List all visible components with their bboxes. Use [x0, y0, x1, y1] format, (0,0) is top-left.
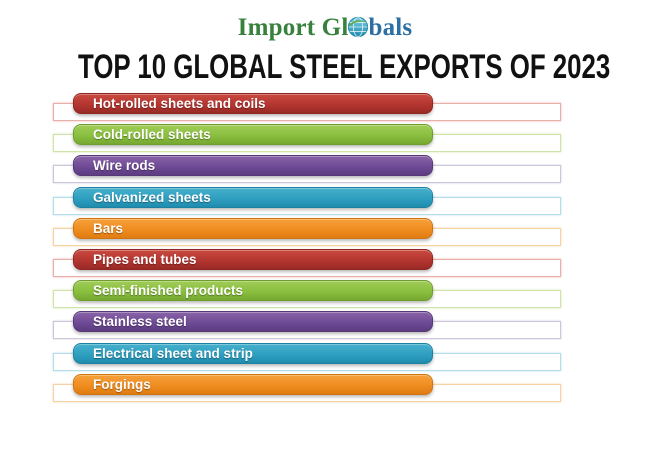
bar-row: Pipes and tubes: [0, 249, 650, 280]
bar-label: Semi-finished products: [93, 283, 244, 298]
bar-label: Forgings: [93, 377, 151, 392]
bar-row: Wire rods: [0, 155, 650, 186]
brand-logo: Import Gl bals: [0, 14, 650, 42]
bar-row: Galvanized sheets: [0, 187, 650, 218]
globe-icon: [348, 16, 369, 38]
bar: Pipes and tubes: [73, 249, 433, 270]
bar: Electrical sheet and strip: [73, 343, 433, 364]
bar: Hot-rolled sheets and coils: [73, 93, 433, 114]
bar-row: Hot-rolled sheets and coils: [0, 93, 650, 124]
bar-list: Hot-rolled sheets and coils Cold-rolled …: [0, 92, 650, 422]
logo-text-blue: bals: [368, 14, 413, 41]
bar-row: Cold-rolled sheets: [0, 124, 650, 155]
bar-row: Electrical sheet and strip: [0, 343, 650, 374]
bar-label: Electrical sheet and strip: [93, 346, 253, 361]
bar-label: Hot-rolled sheets and coils: [93, 96, 266, 111]
bar: Stainless steel: [73, 311, 433, 332]
bar: Bars: [73, 218, 433, 239]
bar-label: Pipes and tubes: [93, 252, 197, 267]
bar: Galvanized sheets: [73, 187, 433, 208]
bar-row: Semi-finished products: [0, 280, 650, 311]
bar-row: Forgings: [0, 374, 650, 405]
page-title: TOP 10 GLOBAL STEEL EXPORTS OF 2023: [78, 48, 611, 86]
bar: Semi-finished products: [73, 280, 433, 301]
bar-label: Wire rods: [93, 158, 156, 173]
bar-label: Bars: [93, 221, 124, 236]
bar-row: Bars: [0, 218, 650, 249]
bar-label: Galvanized sheets: [93, 190, 211, 205]
bar: Forgings: [73, 374, 433, 395]
bar: Wire rods: [73, 155, 433, 176]
bar-label: Cold-rolled sheets: [93, 127, 211, 142]
bar-label: Stainless steel: [93, 314, 187, 329]
bar-row: Stainless steel: [0, 311, 650, 342]
bar: Cold-rolled sheets: [73, 124, 433, 145]
logo-text-green: Import Gl: [237, 14, 349, 41]
